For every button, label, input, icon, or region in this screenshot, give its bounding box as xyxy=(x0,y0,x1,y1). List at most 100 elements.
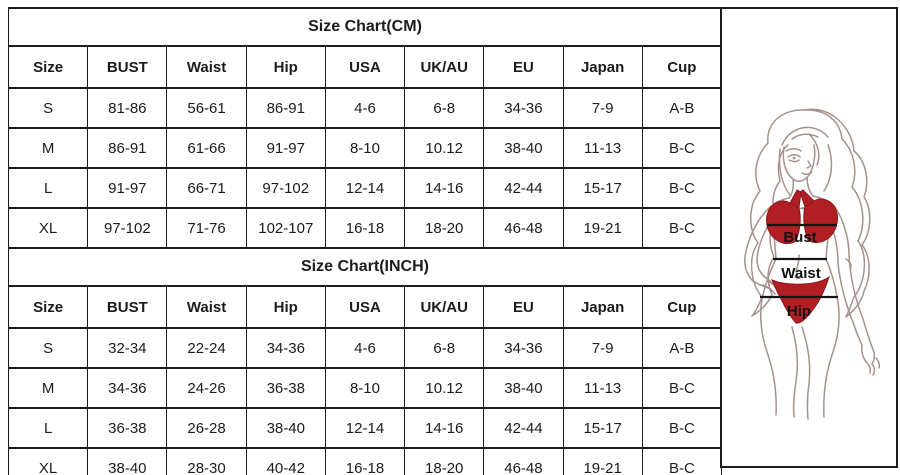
table-cell: 46-48 xyxy=(483,207,564,249)
table-cell: 71-76 xyxy=(166,207,247,249)
column-header: Size xyxy=(7,285,89,329)
table-cell: A-B xyxy=(641,87,723,129)
table-row: XL 97-102 71-76 102-107 16-18 18-20 46-48 19-21… xyxy=(7,207,723,249)
table-cell: 38-40 xyxy=(483,127,564,169)
table-cell: 26-28 xyxy=(166,407,247,449)
table-cell: 10.12 xyxy=(404,367,485,409)
column-header: BUST xyxy=(87,45,168,89)
table-cell: 4-6 xyxy=(324,327,406,369)
table-cell: 36-38 xyxy=(245,367,326,409)
table-cell: 18-20 xyxy=(404,207,485,249)
bikini-halter-straps xyxy=(789,189,815,209)
table-cell: 12-14 xyxy=(324,167,406,209)
table-cell: S xyxy=(7,327,89,369)
table-row: L 91-97 66-71 97-102 12-14 14-16 42-44 15-17 B-C xyxy=(7,167,723,209)
table-cell: B-C xyxy=(641,367,723,409)
table-cell: 46-48 xyxy=(483,447,564,475)
table-cell: 7-9 xyxy=(562,87,643,129)
column-header: Hip xyxy=(245,285,326,329)
bikini-top-right-cup xyxy=(803,198,838,243)
table-cell: 34-36 xyxy=(483,327,564,369)
table-cell: S xyxy=(7,87,89,129)
table-cell: XL xyxy=(7,207,89,249)
table-cell: 97-102 xyxy=(245,167,326,209)
bikini-bottom xyxy=(771,275,830,324)
hip-label: Hip xyxy=(787,303,811,320)
column-header: Cup xyxy=(641,45,723,89)
table-cell: M xyxy=(7,367,89,409)
table-cell: 4-6 xyxy=(324,87,406,129)
table-row: XL 38-40 28-30 40-42 16-18 18-20 46-48 19-21 B-C xyxy=(7,447,723,475)
table-cell: 10.12 xyxy=(404,127,485,169)
column-header: Waist xyxy=(166,45,247,89)
column-header: EU xyxy=(483,285,564,329)
table-title: Size Chart(CM) xyxy=(8,7,722,47)
table-cell: 86-91 xyxy=(87,127,168,169)
table-cell: L xyxy=(7,167,89,209)
column-header: Hip xyxy=(245,45,326,89)
table-row: M 86-91 61-66 91-97 8-10 10.12 38-40 11-13 B-C xyxy=(7,127,723,169)
measurement-lines xyxy=(760,223,838,299)
table-cell: 7-9 xyxy=(562,327,643,369)
table-cell: 8-10 xyxy=(324,367,406,409)
table-cell: 16-18 xyxy=(324,447,406,475)
column-header: Cup xyxy=(641,285,723,329)
table-cell: 86-91 xyxy=(245,87,326,129)
table-cell: 34-36 xyxy=(483,87,564,129)
woman-measurement-figure-icon: Bust Waist Hip xyxy=(744,108,881,420)
size-chart-table-body: Size Chart(CM) Size BUST Waist Hip USA UK/AU EU… xyxy=(7,7,723,475)
column-header: UK/AU xyxy=(404,45,485,89)
table-cell: 8-10 xyxy=(324,127,406,169)
table-cell: 91-97 xyxy=(87,167,168,209)
column-header-row: Size BUST Waist Hip USA UK/AU EU Japan Cup xyxy=(7,285,723,329)
table-cell: 61-66 xyxy=(166,127,247,169)
table-cell: 34-36 xyxy=(245,327,326,369)
table-row: S 32-34 22-24 34-36 4-6 6-8 34-36 7-9 A-B xyxy=(7,327,723,369)
table-cell: 11-13 xyxy=(562,367,643,409)
table-cell: B-C xyxy=(641,127,723,169)
table-cell: 34-36 xyxy=(87,367,168,409)
table-cell: XL xyxy=(7,447,89,475)
table-cell: 32-34 xyxy=(87,327,168,369)
table-cell: 14-16 xyxy=(404,407,485,449)
table-cell: B-C xyxy=(641,447,723,475)
table-cell: 22-24 xyxy=(166,327,247,369)
table-cell: 19-21 xyxy=(562,447,643,475)
table-cell: 56-61 xyxy=(166,87,247,129)
column-header: Japan xyxy=(562,45,643,89)
table-cell: 42-44 xyxy=(483,407,564,449)
column-header: EU xyxy=(483,45,564,89)
table-cell: A-B xyxy=(641,327,723,369)
table-cell: 28-30 xyxy=(166,447,247,475)
waist-label: Waist xyxy=(781,265,820,282)
table-cell: M xyxy=(7,127,89,169)
column-header: UK/AU xyxy=(404,285,485,329)
table-cell: 38-40 xyxy=(483,367,564,409)
table-cell: 102-107 xyxy=(245,207,326,249)
table-cell: B-C xyxy=(641,167,723,209)
table-row: S 81-86 56-61 86-91 4-6 6-8 34-36 7-9 A-B xyxy=(7,87,723,129)
table-cell: 16-18 xyxy=(324,207,406,249)
column-header-row: Size BUST Waist Hip USA UK/AU EU Japan Cup xyxy=(7,45,723,89)
column-header: BUST xyxy=(87,285,168,329)
table-cell: 15-17 xyxy=(562,167,643,209)
table-cell: 19-21 xyxy=(562,207,643,249)
table-cell: B-C xyxy=(641,207,723,249)
table-cell: L xyxy=(7,407,89,449)
column-header: Size xyxy=(7,45,89,89)
table-cell: 91-97 xyxy=(245,127,326,169)
table-title: Size Chart(INCH) xyxy=(8,247,722,287)
table-cell: B-C xyxy=(641,407,723,449)
table-row: M 34-36 24-26 36-38 8-10 10.12 38-40 11-13 B-C xyxy=(7,367,723,409)
column-header: USA xyxy=(324,45,406,89)
table-cell: 14-16 xyxy=(404,167,485,209)
measurement-guide-panel: Bust Waist Hip xyxy=(720,7,898,468)
table-cell: 66-71 xyxy=(166,167,247,209)
table-cell: 6-8 xyxy=(404,327,485,369)
table-cell: 6-8 xyxy=(404,87,485,129)
table-cell: 97-102 xyxy=(87,207,168,249)
table-cell: 18-20 xyxy=(404,447,485,475)
table-cell: 36-38 xyxy=(87,407,168,449)
column-header: USA xyxy=(324,285,406,329)
